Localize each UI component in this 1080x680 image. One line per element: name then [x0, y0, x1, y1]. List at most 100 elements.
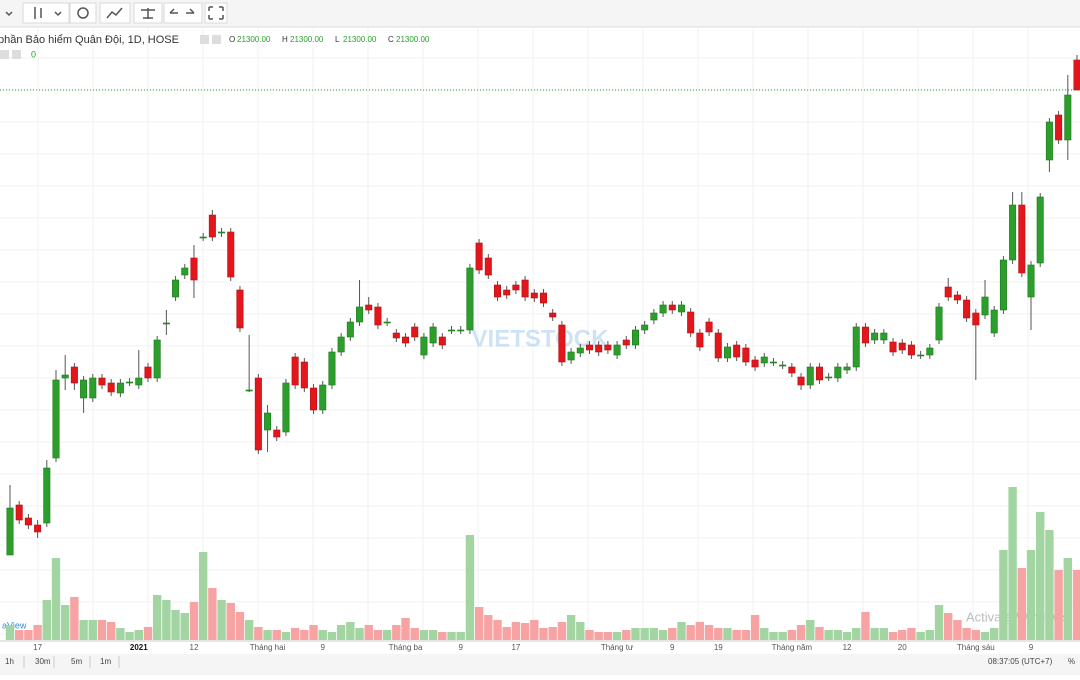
volume-bar — [134, 630, 143, 640]
candle-body — [438, 336, 446, 346]
candle-body — [236, 289, 244, 329]
volume-bar — [520, 623, 530, 640]
volume-bar — [33, 625, 42, 640]
candle-body — [411, 326, 419, 338]
volume-bar — [116, 628, 125, 640]
chart-title: phần Bảo hiểm Quân Đội, 1D, HOSE — [0, 34, 179, 46]
volume-bar — [870, 628, 879, 640]
undo-redo[interactable] — [163, 2, 203, 24]
volume-bar — [750, 615, 760, 640]
percent-button[interactable]: % — [1068, 657, 1075, 666]
os-notice: Activate Windows — [966, 609, 1069, 624]
candle-body — [631, 329, 639, 346]
candle-body — [512, 284, 520, 291]
candle-body — [889, 341, 897, 353]
interval-button[interactable]: 30m — [35, 657, 51, 666]
candle-body — [144, 366, 152, 379]
volume-bar — [704, 625, 714, 640]
candle-body — [999, 259, 1007, 311]
brand-fragment: aView — [2, 620, 27, 630]
legend-icon[interactable] — [200, 35, 209, 44]
volume-bar — [217, 600, 226, 640]
volume-bar — [668, 628, 677, 640]
indicators-button[interactable] — [99, 2, 131, 24]
candle-body — [595, 344, 603, 353]
volume-bar — [649, 628, 659, 640]
volume-bar — [272, 630, 281, 640]
volume-bar — [723, 628, 732, 640]
x-tick-label: Tháng hai — [250, 643, 286, 652]
volume-bar — [833, 630, 843, 640]
interval-button[interactable]: 1h — [5, 657, 14, 666]
volume-bar — [806, 620, 815, 640]
legend-icon[interactable] — [12, 50, 21, 59]
volume-bar — [208, 588, 217, 640]
interval-buttons: 1h 30m 5m 1m — [5, 656, 120, 668]
candle-body — [337, 336, 345, 353]
candle-body — [402, 336, 410, 344]
candle-body — [1027, 264, 1035, 298]
volume-bar — [309, 625, 318, 640]
interval-button[interactable]: 5m — [71, 657, 82, 666]
candle-body — [779, 364, 787, 367]
settings-button[interactable] — [69, 2, 97, 24]
candle-body — [420, 336, 428, 356]
candle-body — [15, 504, 23, 521]
candle-body — [530, 292, 538, 299]
ohlc-key: L — [335, 35, 340, 44]
volume-bar — [355, 628, 364, 640]
candle-body — [356, 306, 364, 323]
candle-body — [466, 267, 474, 331]
chart-type-button[interactable] — [22, 2, 70, 24]
candle-body — [116, 382, 124, 394]
indicators-icon — [106, 7, 123, 19]
compare-icon — [141, 8, 155, 19]
volume-bar — [97, 620, 107, 640]
volume-bar — [1008, 487, 1017, 640]
volume-bar — [1026, 550, 1036, 640]
candle-body — [926, 347, 934, 356]
volume-bar — [24, 630, 33, 640]
volume-bar — [879, 628, 889, 640]
dropdown-button[interactable] — [5, 11, 13, 17]
volume-bar — [999, 550, 1008, 640]
legend-icon[interactable] — [0, 50, 9, 59]
volume-bar — [612, 632, 622, 640]
candle-body — [89, 377, 97, 399]
candle-body — [871, 332, 879, 341]
candle-body — [641, 324, 649, 331]
volume-bar — [557, 622, 567, 640]
candle-body — [199, 236, 207, 239]
candle-body — [383, 321, 391, 324]
candle-body — [264, 412, 272, 431]
gear-icon — [77, 7, 89, 19]
volume-bar — [907, 628, 916, 640]
fullscreen-button[interactable] — [204, 2, 228, 24]
candle-body — [576, 347, 584, 354]
volume-bar — [594, 632, 603, 640]
candle-body — [503, 289, 511, 296]
candle-body — [328, 351, 336, 386]
volume-bar — [327, 632, 337, 640]
volume-bar — [336, 625, 346, 640]
candle-body — [944, 286, 952, 298]
volume-bar — [401, 618, 410, 640]
volume-bar — [281, 632, 291, 640]
candle-body — [126, 381, 134, 384]
candle-body — [291, 356, 299, 386]
volume-bar — [125, 632, 134, 640]
volume-bar — [198, 552, 208, 640]
candle-body — [365, 304, 373, 311]
candle-body — [861, 326, 869, 344]
candle-body — [484, 257, 492, 276]
x-tick-label: Tháng ba — [389, 643, 423, 652]
volume-bar — [631, 628, 640, 640]
volume-bar — [787, 630, 797, 640]
candle-body — [300, 361, 308, 389]
legend-icon[interactable] — [212, 35, 221, 44]
volume-bar — [152, 595, 162, 640]
volume-bar — [980, 632, 990, 640]
interval-button[interactable]: 1m — [100, 657, 111, 666]
candle-body — [319, 384, 327, 411]
